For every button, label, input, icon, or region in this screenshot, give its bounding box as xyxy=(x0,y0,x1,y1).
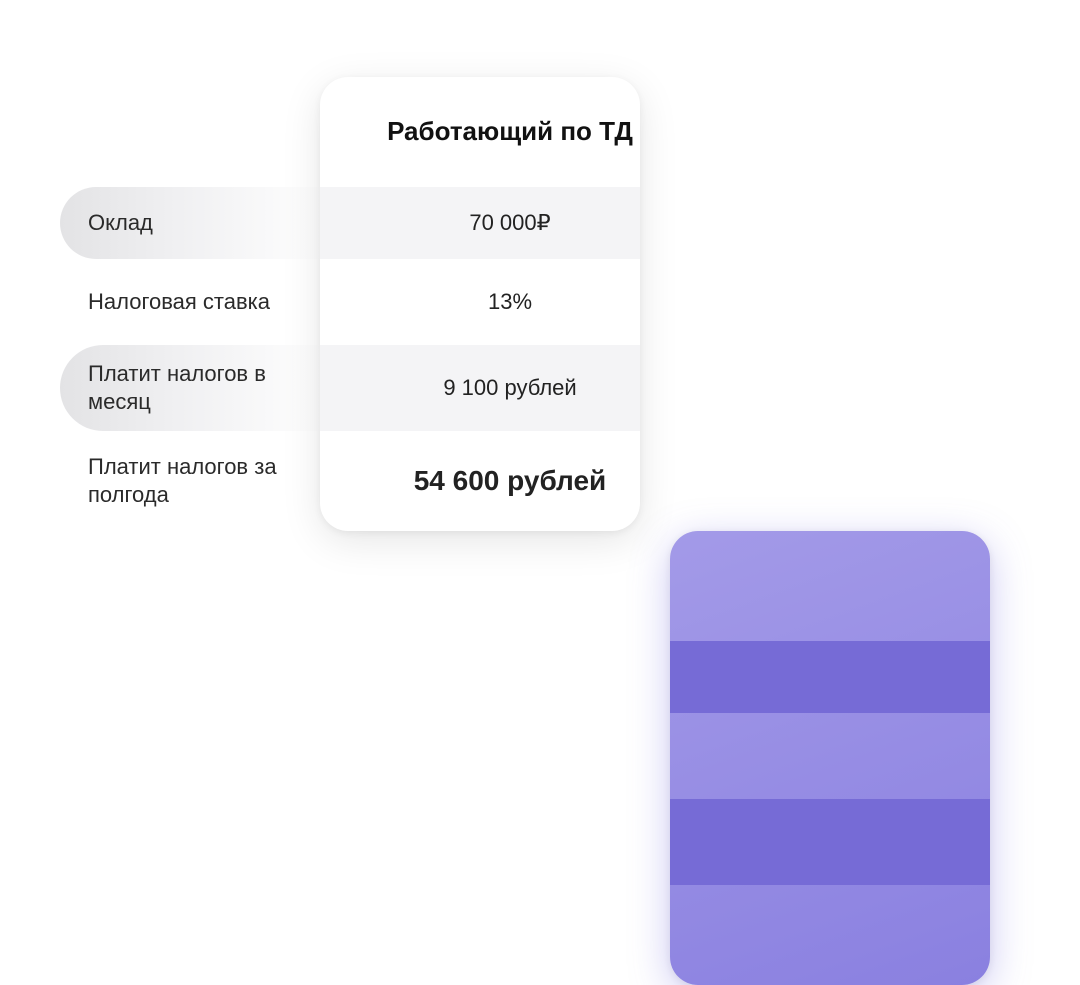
row-label: Платит налогов в месяц xyxy=(60,345,320,431)
cell-self: 6% (максимум) xyxy=(700,259,1020,345)
row-label: Налоговая ставка xyxy=(60,259,320,345)
comparison-table: Работающий по ТД Самозанятый Оклад 70 00… xyxy=(60,77,1020,531)
cell-td: 13% xyxy=(350,259,670,345)
column-header-self: Самозанятый xyxy=(700,77,1020,187)
corner-empty xyxy=(60,77,320,187)
column-header-td: Работающий по ТД xyxy=(350,77,670,187)
row-label: Платит налогов за полгода xyxy=(60,431,320,531)
cell-td: 9 100 рублей xyxy=(350,345,670,431)
row-label: Оклад xyxy=(60,187,320,259)
row-stripe xyxy=(670,799,990,885)
column-card-self xyxy=(670,531,990,985)
cell-td-total: 54 600 рублей xyxy=(350,431,670,531)
cell-self-total: 25 200 рублей xyxy=(700,431,1020,531)
row-stripe xyxy=(670,641,990,713)
cell-td: 70 000₽ xyxy=(350,187,670,259)
cell-self: 70 000₽ xyxy=(700,187,1020,259)
cell-self: 4 200 рублей xyxy=(700,345,1020,431)
